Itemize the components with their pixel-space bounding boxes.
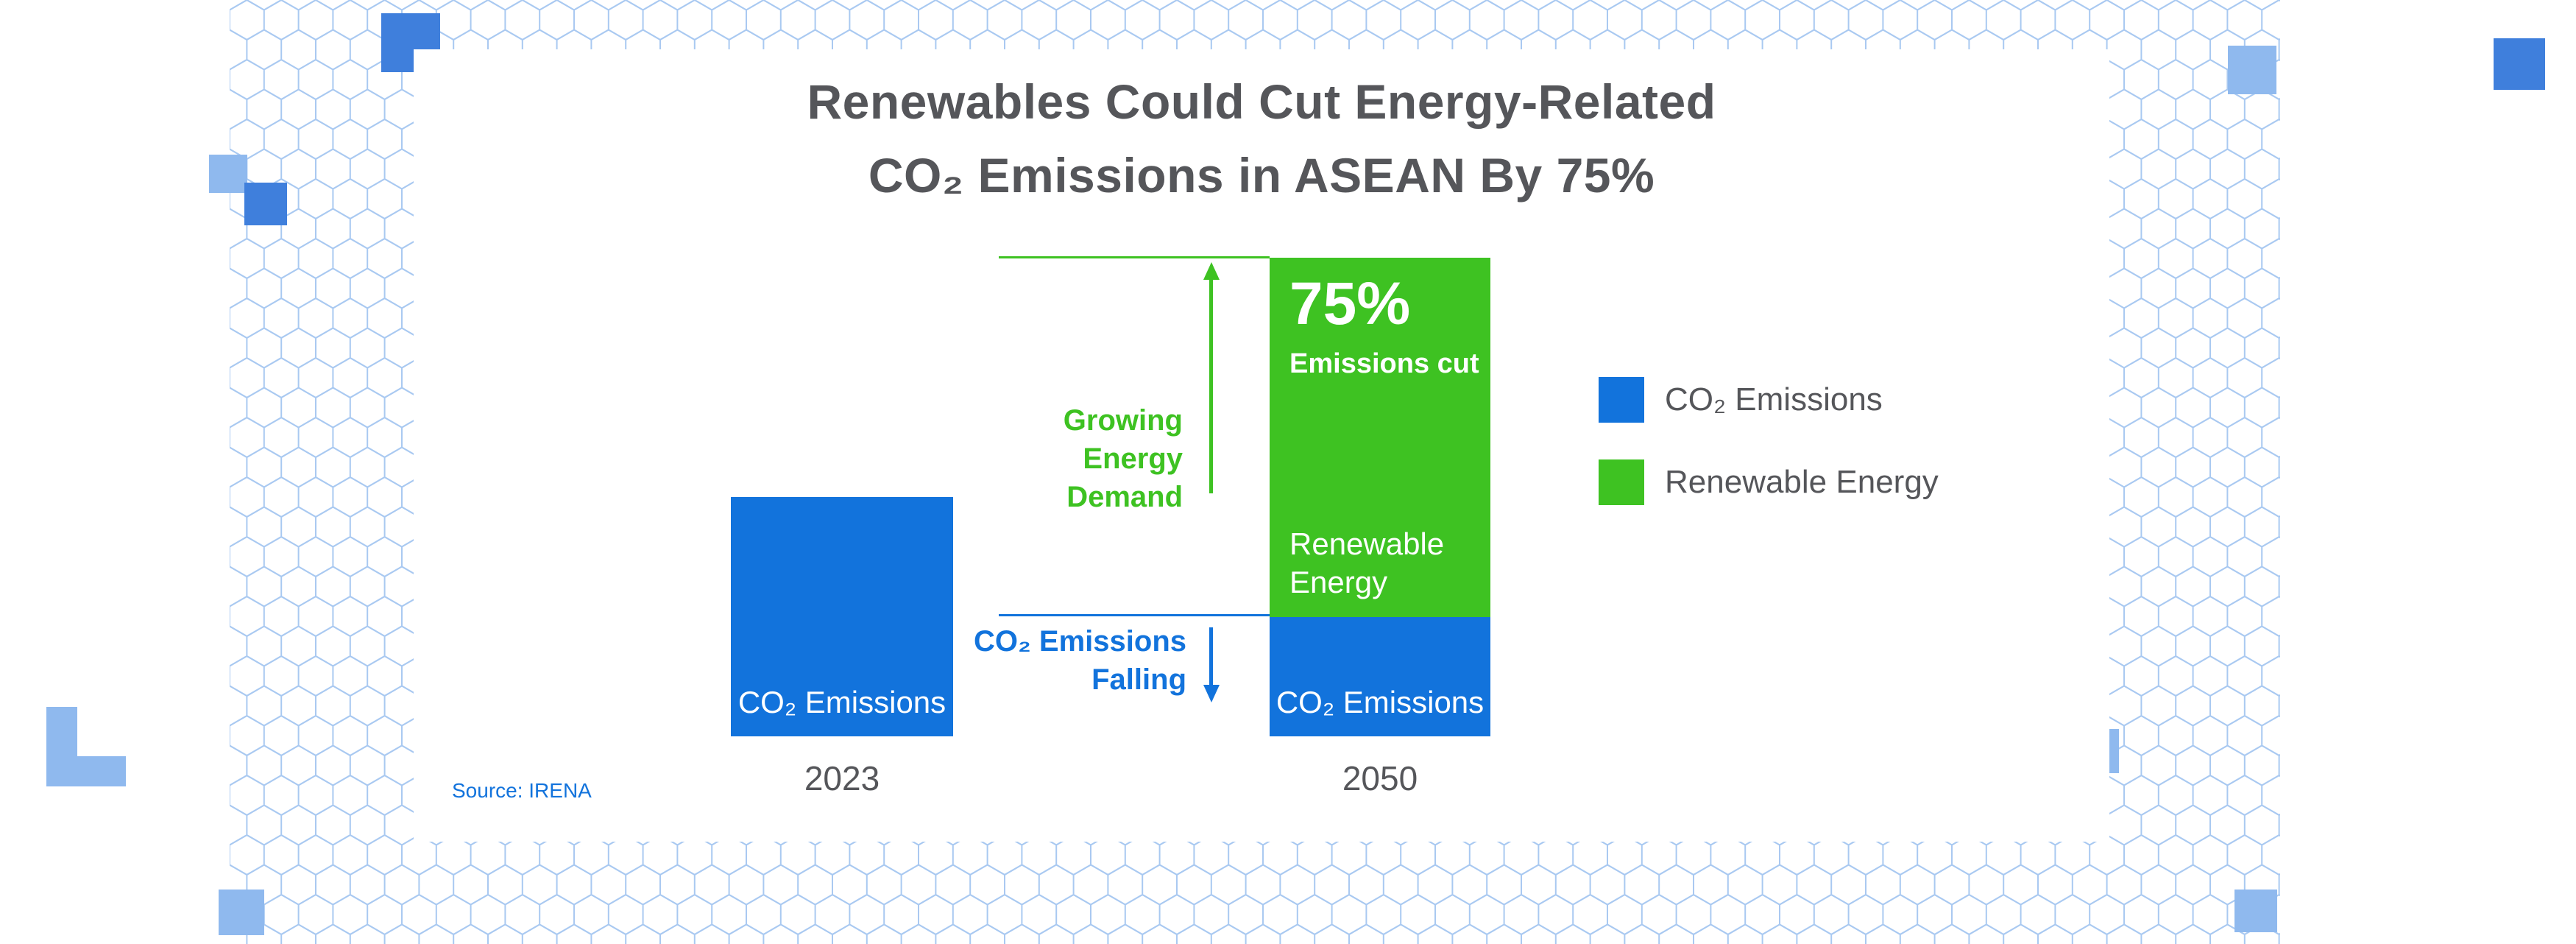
bar-2023-co2-segment	[731, 497, 953, 736]
chart-title-line1: Renewables Could Cut Energy-Related	[807, 74, 1716, 129]
decor-square	[209, 155, 247, 193]
bar-2050-renewable-segment	[1270, 258, 1490, 617]
source-attribution: Source: IRENA	[452, 779, 592, 802]
x-axis-label-2023: 2023	[804, 759, 880, 797]
legend-swatch-co2	[1599, 377, 1644, 423]
chart-title-line2: CO₂ Emissions in ASEAN By 75%	[868, 148, 1655, 202]
legend-item-renewable: Renewable Energy	[1599, 459, 1939, 505]
legend-label-co2: CO₂ Emissions	[1665, 381, 1883, 418]
blue-reference-line	[999, 614, 1270, 616]
legend-swatch-renewable	[1599, 459, 1644, 505]
renewable-energy-segment-label: Renewable Energy	[1289, 526, 1445, 599]
down-arrow-line	[1209, 627, 1213, 685]
chart-title: Renewables Could Cut Energy-Related CO₂ …	[414, 65, 2109, 212]
growing-energy-demand-callout: Growing Energy Demand	[1063, 404, 1183, 513]
decor-square	[2234, 890, 2277, 932]
bar-2050-co2-label: CO₂ Emissions	[1275, 685, 1485, 719]
chart-panel	[414, 49, 2109, 842]
up-arrow-icon	[1203, 262, 1220, 280]
bar-2023-co2-label: CO₂ Emissions	[737, 685, 946, 719]
decor-l-shape	[46, 756, 126, 786]
co2-emissions-falling-callout: CO₂ Emissions Falling	[974, 625, 1186, 696]
emissions-cut-label: Emissions cut	[1289, 348, 1479, 379]
legend-item-co2: CO₂ Emissions	[1599, 377, 1883, 423]
legend-label-renewable: Renewable Energy	[1665, 464, 1939, 500]
up-arrow-line	[1209, 280, 1213, 493]
x-axis-label-2050: 2050	[1342, 759, 1418, 797]
decor-square	[244, 183, 287, 225]
decor-square	[2228, 46, 2276, 94]
decor-square	[219, 890, 264, 935]
decor-square	[2494, 38, 2545, 90]
bar-2050-co2-segment	[1270, 616, 1490, 736]
green-reference-line	[999, 256, 1270, 258]
emissions-cut-value: 75%	[1289, 270, 1411, 337]
down-arrow-icon	[1203, 685, 1220, 702]
